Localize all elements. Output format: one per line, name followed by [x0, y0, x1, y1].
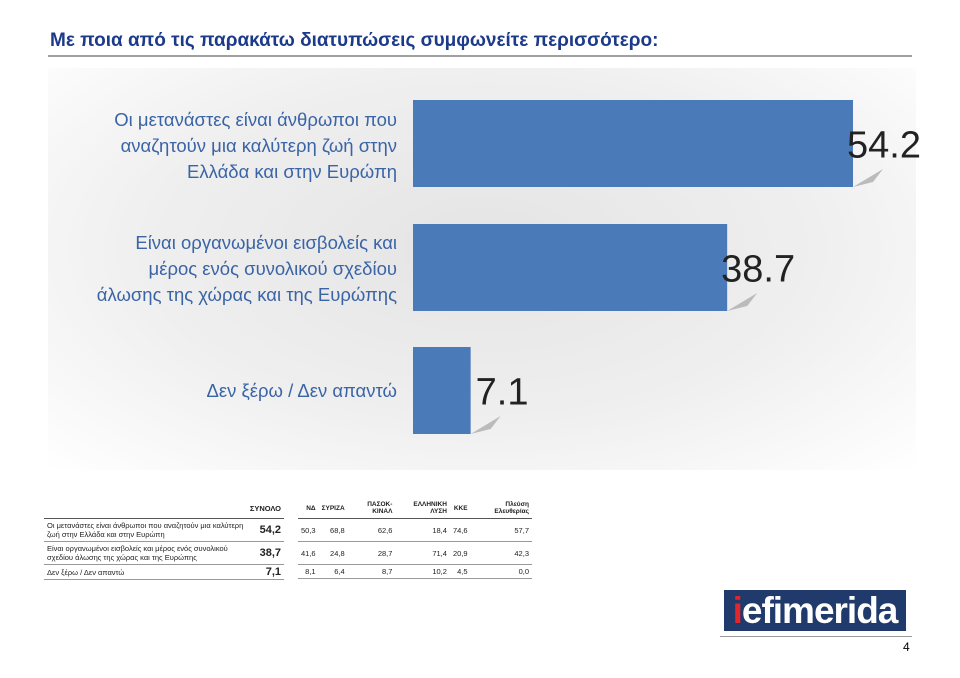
row-label: Είναι οργανωμένοι εισβολείς και μέρος εν… [47, 544, 228, 562]
table-row: 8,1 6,4 8,7 10,2 4,5 0,0 [298, 565, 532, 579]
data-label: 38.7 [721, 249, 795, 291]
party-value: 68,8 [330, 525, 345, 535]
party-value: 71,4 [432, 548, 447, 558]
table-row: 41,6 24,8 28,7 71,4 20,9 42,3 [298, 542, 532, 565]
iefimerida-logo: iefimerida [724, 590, 906, 631]
footer-divider [720, 636, 912, 637]
column-header: ΕΛΛΗΝΙΚΗ ΛΥΣΗ [413, 501, 447, 515]
party-value: 8,1 [305, 567, 316, 576]
column-header: ΠΑΣΟΚ-ΚΙΝΑΛ [367, 501, 393, 515]
title-divider [48, 55, 912, 57]
party-value: 24,8 [330, 548, 345, 558]
category-label: Οι μετανάστες είναι άνθρωποι που [114, 109, 397, 130]
column-header: ΣΥΡΙΖΑ [321, 504, 345, 512]
bar-shadow [470, 416, 501, 434]
bar-shadow [727, 293, 758, 311]
total-value: 54,2 [259, 524, 281, 536]
category-label: άλωσης της χώρας και της Ευρώπης [96, 284, 397, 305]
bar-shadow [853, 169, 883, 187]
party-value: 57,7 [514, 525, 529, 535]
table-row: Οι μετανάστες είναι άνθρωποι που αναζητο… [44, 519, 284, 542]
party-value: 28,7 [377, 548, 393, 558]
total-table: ΣΥΝΟΛΟ Οι μετανάστες είναι άνθρωποι που α… [44, 498, 284, 580]
table-row: Είναι οργανωμένοι εισβολείς και μέρος εν… [44, 542, 284, 565]
bar [413, 224, 728, 311]
party-value: 62,6 [377, 525, 393, 535]
party-value: 50,3 [301, 525, 316, 535]
party-value: 42,3 [514, 548, 529, 558]
party-value: 20,9 [452, 548, 468, 558]
row-label: Δεν ξέρω / Δεν απαντώ [47, 567, 125, 577]
party-value: 10,2 [432, 567, 447, 576]
party-value: 41,6 [301, 548, 316, 558]
column-header: ΚΚΕ [453, 504, 468, 512]
page-title: Με ποια από τις παρακάτω διατυπώσεις συμ… [50, 30, 659, 51]
bar [413, 100, 853, 187]
data-label: 7.1 [476, 372, 529, 414]
category-label: αναζητούν μια καλύτερη ζωή στην [120, 135, 397, 156]
party-value: 6,4 [334, 567, 345, 576]
party-value: 8,7 [381, 567, 393, 576]
data-label: 54.2 [847, 125, 921, 167]
row-label: Οι μετανάστες είναι άνθρωποι που αναζητο… [47, 521, 244, 539]
column-header: Πλεύση Ελευθερίας [494, 501, 529, 515]
category-label: Ελλάδα και στην Ευρώπη [187, 161, 397, 182]
party-value: 18,4 [432, 525, 447, 535]
column-header: ΣΥΝΟΛΟ [249, 503, 281, 513]
total-value: 38,7 [259, 547, 281, 559]
table-row: Δεν ξέρω / Δεν απαντώ 7,1 [44, 565, 284, 580]
column-header: ΝΔ [306, 504, 316, 512]
category-label: Είναι οργανωμένοι εισβολείς και [135, 232, 397, 253]
bar [413, 347, 471, 434]
total-value: 7,1 [265, 566, 281, 578]
category-label: μέρος ενός συνολικού σχεδίου [148, 258, 397, 279]
page-number: 4 [903, 640, 910, 654]
party-value: 74,6 [452, 525, 468, 535]
party-value: 4,5 [457, 567, 468, 576]
category-label: Δεν ξέρω / Δεν απαντώ [206, 380, 397, 401]
party-table: ΝΔ ΣΥΡΙΖΑ ΠΑΣΟΚ-ΚΙΝΑΛ ΕΛΛΗΝΙΚΗ ΛΥΣΗ ΚΚΕ Πλεύσ… [298, 498, 532, 579]
table-row: 50,3 68,8 62,6 18,4 74,6 57,7 [298, 519, 532, 542]
bar-chart: 54.2 38.7 7.1 [413, 100, 921, 434]
party-value: 0,0 [518, 567, 529, 576]
